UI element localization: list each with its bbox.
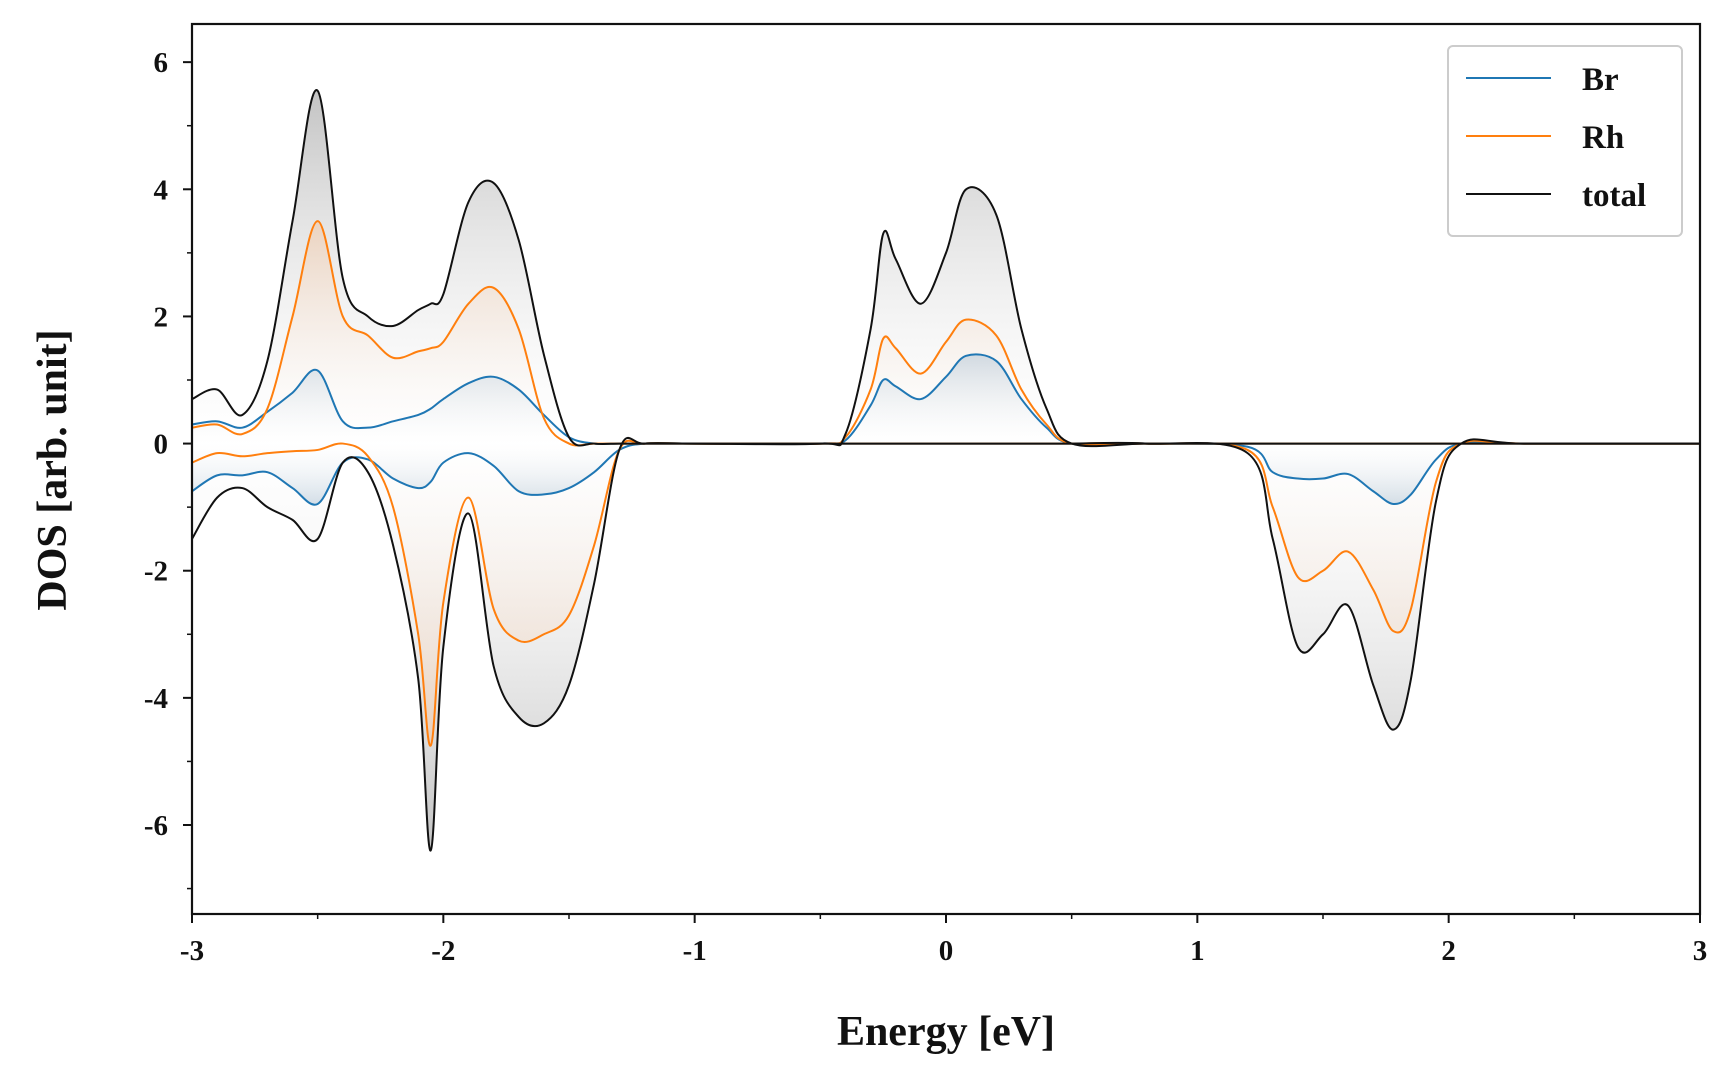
y-tick-label: 0: [154, 429, 169, 461]
x-tick-label: 1: [1190, 935, 1205, 967]
y-tick-label: 2: [154, 301, 169, 333]
fill-br-spin-up: [192, 354, 1700, 445]
fill-rh-spin-down: [192, 440, 1700, 746]
x-tick-label: 2: [1441, 935, 1456, 967]
series-line-total-spin-up: [192, 89, 1700, 448]
x-tick-label: -3: [180, 935, 204, 967]
dos-fill-areas: [192, 90, 1700, 851]
fill-total-spin-up: [192, 90, 1700, 447]
x-tick-label: -2: [431, 935, 455, 967]
y-tick-label: 6: [154, 47, 169, 79]
legend-box: [1447, 45, 1683, 237]
x-axis-title: Energy [eV]: [837, 1009, 1055, 1055]
y-tick-label: -4: [144, 683, 168, 715]
legend-label-rh: Rh: [1582, 120, 1624, 156]
x-tick-label: 0: [939, 935, 954, 967]
fill-br-spin-down: [192, 442, 1700, 505]
legend-label-br: Br: [1582, 62, 1619, 98]
x-tick-label: 3: [1693, 935, 1708, 967]
legend: Br Rh total: [1447, 45, 1683, 237]
y-tick-label: -6: [144, 810, 168, 842]
axis-ticks: -3 -2 -1 0 1 2 3 -6 -4 -2 0 2 4 6: [144, 47, 1707, 967]
dos-series-lines: [192, 89, 1700, 852]
series-line-total-spin-down: [192, 436, 1700, 852]
y-axis-title: DOS [arb. unit]: [30, 329, 76, 610]
y-tick-label: 4: [154, 174, 169, 206]
y-tick-label: -2: [144, 556, 168, 588]
legend-label-total: total: [1582, 178, 1646, 214]
x-tick-label: -1: [683, 935, 707, 967]
